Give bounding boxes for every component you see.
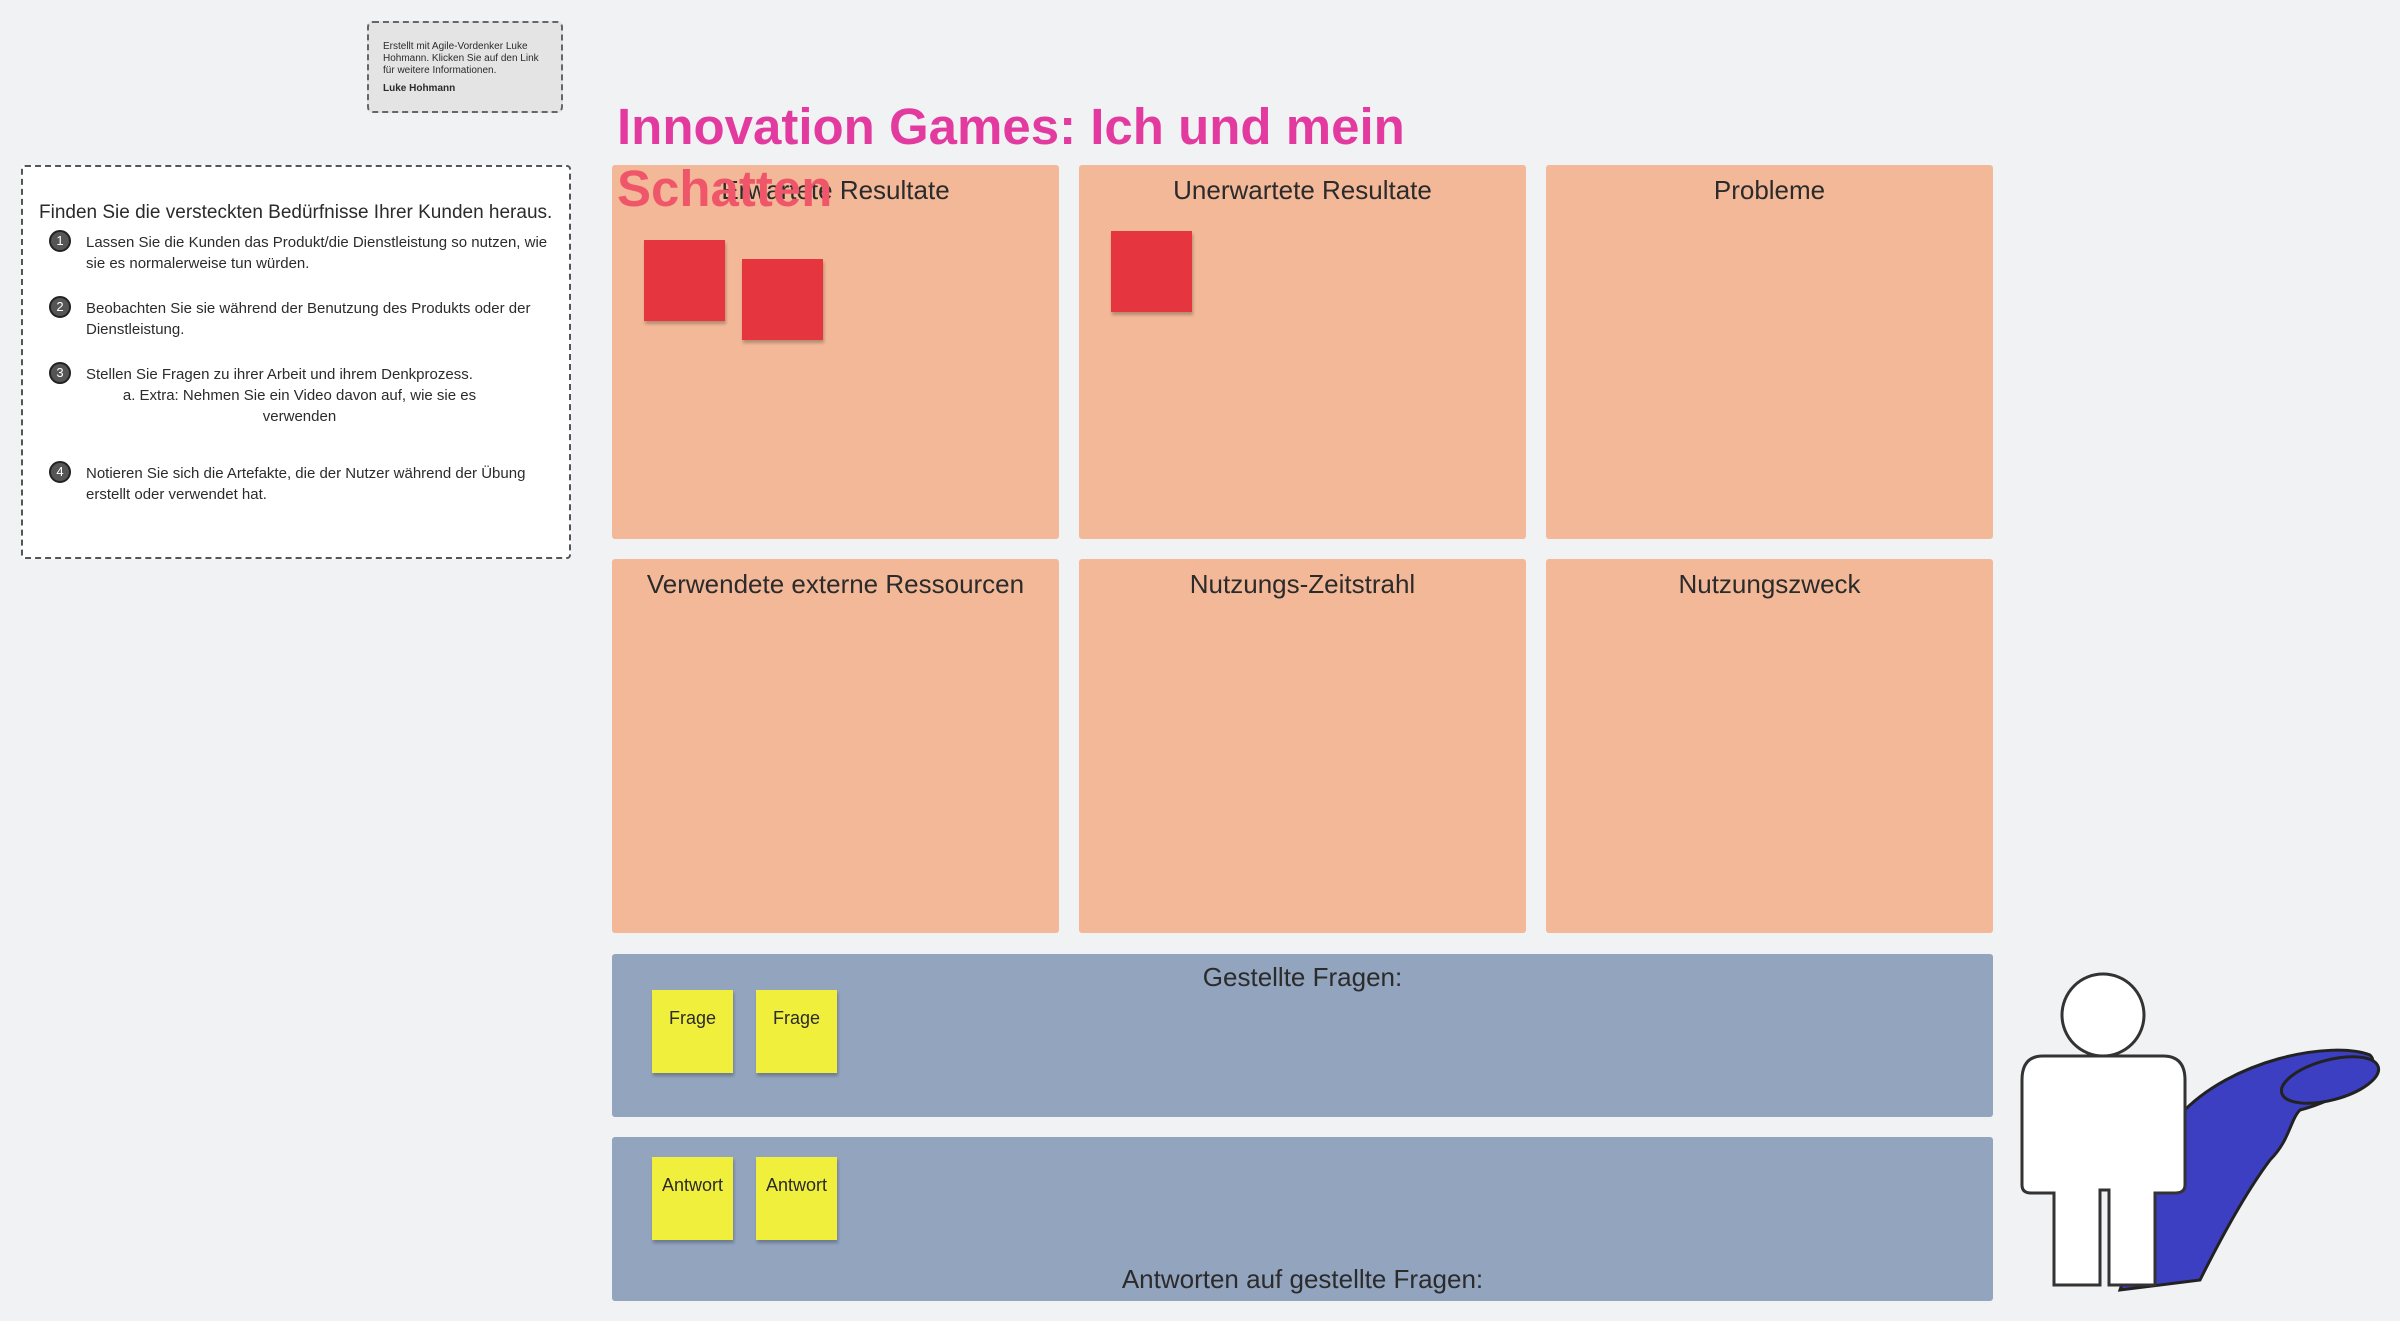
sticky-note[interactable]: [742, 259, 823, 340]
step-text: Lassen Sie die Kunden das Produkt/die Di…: [86, 234, 548, 272]
board-title: Innovation Games: Ich und mein Schatten: [617, 96, 1417, 220]
sticky-note[interactable]: Antwort: [652, 1157, 733, 1240]
credit-card[interactable]: Erstellt mit Agile-Vordenker Luke Hohman…: [367, 21, 563, 113]
sticky-note[interactable]: [644, 240, 725, 321]
step-text: Stellen Sie Fragen zu ihrer Arbeit und i…: [86, 366, 473, 383]
panel: Nutzungszweck: [1546, 559, 1993, 933]
instruction-step: 3 Stellen Sie Fragen zu ihrer Arbeit und …: [39, 362, 553, 427]
step-number: 2: [49, 296, 71, 318]
panel: Verwendete externe Ressourcen: [612, 559, 1059, 933]
step-subtext: a. Extra: Nehmen Sie ein Video davon auf…: [122, 387, 477, 425]
credit-text: Erstellt mit Agile-Vordenker Luke Hohman…: [383, 41, 539, 76]
step-number: 4: [49, 461, 71, 483]
sticky-note[interactable]: [1111, 231, 1192, 312]
step-number: 3: [49, 362, 71, 384]
questions-label: Gestellte Fragen:: [1202, 962, 1403, 992]
instruction-step: 2 Beobachten Sie sie während der Benutzun…: [39, 296, 553, 340]
instructions-intro: Finden Sie die versteckten Bedürfnisse I…: [39, 202, 553, 223]
sticky-note[interactable]: Frage: [756, 990, 837, 1073]
questions-panel: Gestellte Fragen:: [612, 954, 1993, 1117]
panel: Unerwartete Resultate: [1079, 165, 1526, 539]
instructions: Finden Sie die versteckten Bedürfnisse I…: [21, 165, 571, 559]
step-text: Beobachten Sie sie während der Benutzung…: [86, 300, 531, 338]
credit-author: Luke Hohmann: [383, 83, 456, 94]
panel: Probleme: [1546, 165, 1993, 539]
step-text: Notieren Sie sich die Artefakte, die der…: [86, 465, 526, 503]
step-number: 1: [49, 230, 71, 252]
panel: Erwartete Resultate: [612, 165, 1059, 539]
instruction-step: 4 Notieren Sie sich die Artefakte, die de…: [39, 461, 553, 505]
sticky-note[interactable]: Frage: [652, 990, 733, 1073]
instruction-step: 1 Lassen Sie die Kunden das Produkt/die D…: [39, 230, 553, 274]
sticky-note[interactable]: Antwort: [756, 1157, 837, 1240]
answers-label: Antworten auf gestellte Fragen:: [1121, 1264, 1484, 1294]
shadow-figure: [2020, 972, 2381, 1292]
panel: Nutzungs-Zeitstrahl: [1079, 559, 1526, 933]
answers-panel: Antworten auf gestellte Fragen:: [612, 1137, 1993, 1301]
